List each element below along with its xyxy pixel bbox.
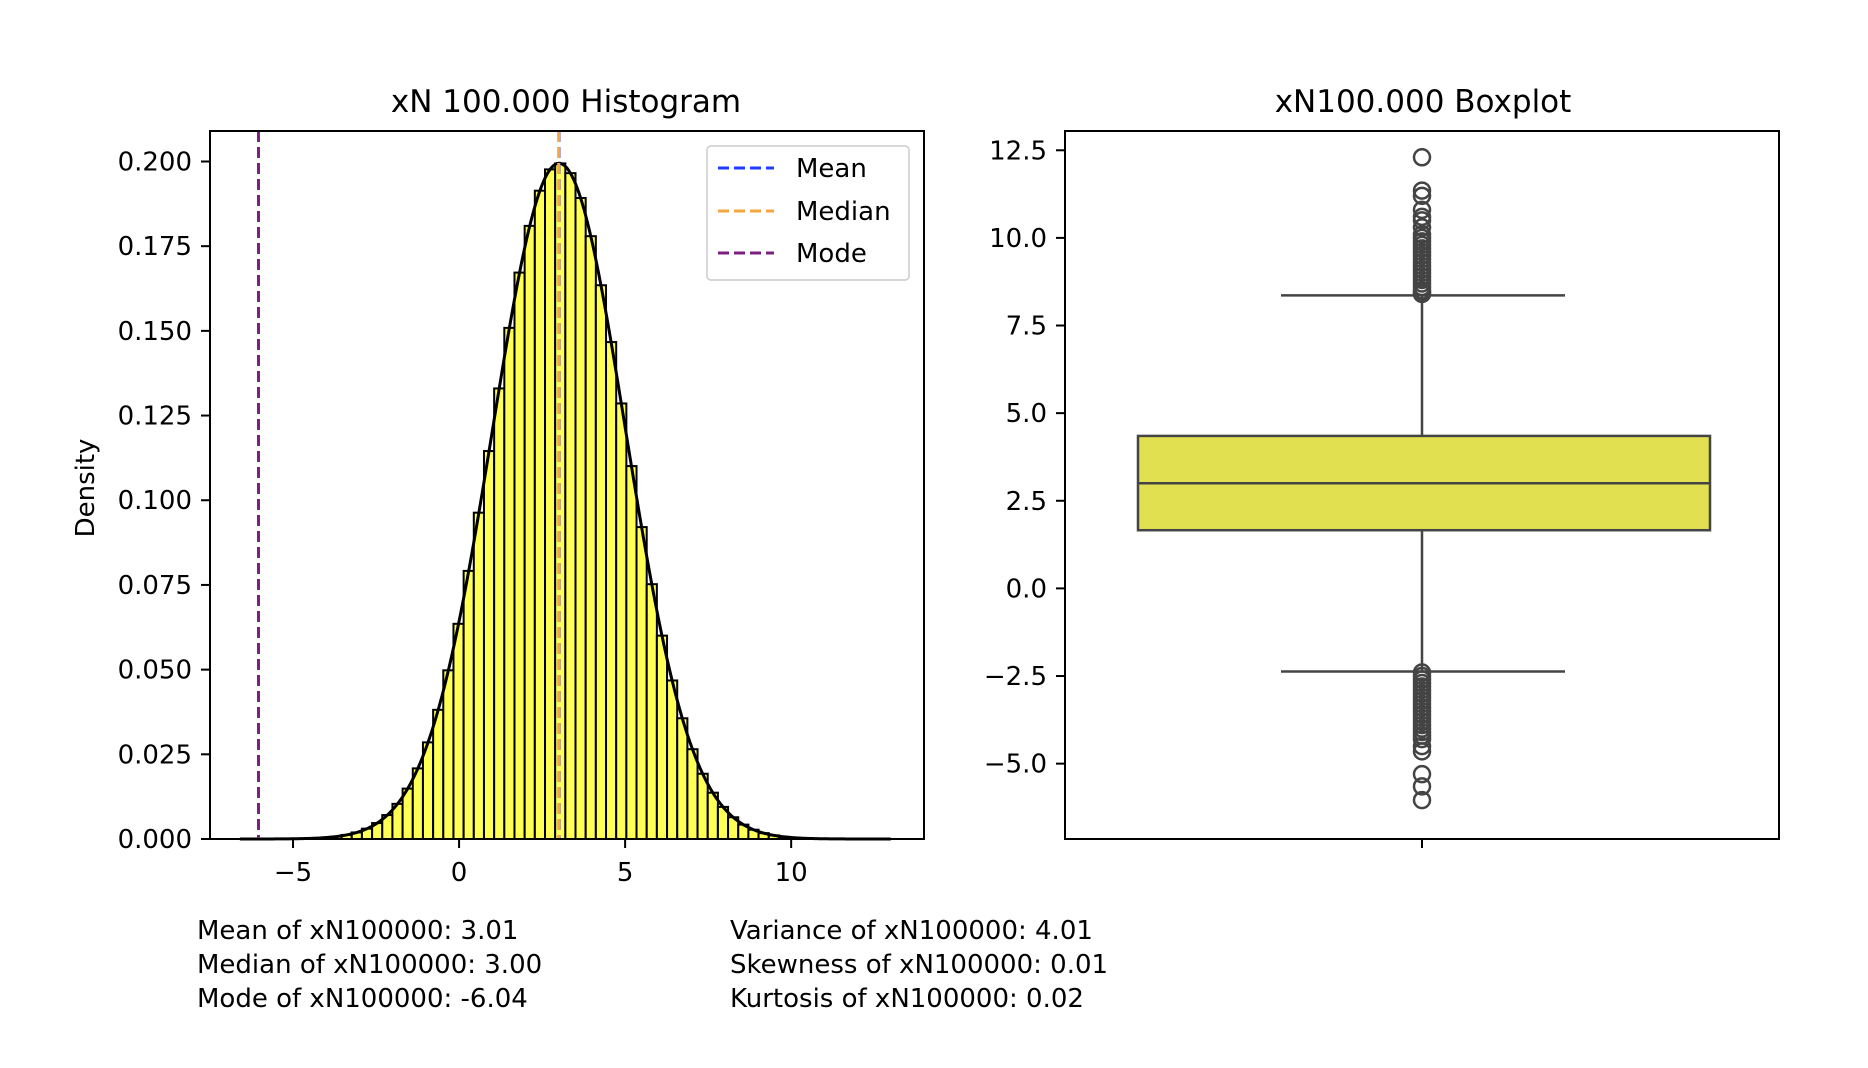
y-tick-label: 5.0: [1006, 399, 1047, 429]
outlier-point: [1412, 742, 1432, 761]
histogram-bar: [666, 679, 679, 841]
histogram-bar: [676, 717, 689, 841]
histogram-bar: [584, 235, 597, 841]
y-tick-label: 0.025: [118, 740, 192, 770]
y-tick-label: −2.5: [984, 662, 1047, 692]
histogram-bar: [625, 465, 638, 840]
histogram-bar: [594, 284, 608, 840]
y-tick-label: 2.5: [1006, 487, 1047, 517]
histogram-y-ticks: 0.000 0.025 0.050 0.075 0.100 0.125 0.150 0.175…: [118, 147, 210, 855]
stat-kurtosis: Kurtosis of xN100000: 0.02: [730, 984, 1084, 1014]
histogram-bar: [513, 271, 526, 840]
y-tick-label: 0.150: [118, 317, 192, 347]
outlier-point: [1412, 186, 1432, 206]
x-tick-label: 0: [451, 858, 468, 888]
histogram-bar: [482, 450, 496, 840]
histogram-bar: [452, 622, 465, 841]
histogram-panel: xN 100.000 Histogram Density −5 0 5 10 0.00…: [71, 84, 925, 888]
stat-skewness: Skewness of xN100000: 0.01: [730, 950, 1109, 980]
y-tick-label: 0.0: [1006, 574, 1047, 604]
outlier-point: [1412, 729, 1432, 749]
legend-median-label: Median: [796, 197, 891, 227]
histogram-bar: [686, 748, 699, 840]
boxplot-title: xN100.000 Boxplot: [1275, 84, 1572, 120]
x-tick-label: −5: [274, 858, 312, 888]
y-tick-label: 0.175: [118, 232, 192, 262]
boxplot-outliers: [1412, 148, 1432, 810]
boxplot-body: [1136, 294, 1712, 673]
y-tick-label: 12.5: [989, 136, 1047, 166]
outlier-point: [1412, 148, 1432, 167]
outlier-point: [1412, 218, 1432, 237]
x-tick-label: 10: [775, 858, 808, 888]
stat-mean: Mean of xN100000: 3.01: [197, 916, 519, 946]
stat-mode: Mode of xN100000: -6.04: [197, 984, 528, 1014]
density-curve-group: [239, 161, 891, 841]
y-tick-label: 0.125: [118, 402, 192, 432]
histogram-bar: [564, 172, 577, 840]
outlier-point: [1412, 181, 1432, 200]
histogram-bar: [462, 569, 475, 840]
histogram-bar: [543, 168, 557, 840]
histogram-bar: [493, 387, 506, 840]
outlier-point: [1412, 225, 1432, 244]
stat-variance: Variance of xN100000: 4.01: [730, 916, 1093, 946]
histogram-bar: [635, 526, 648, 840]
reference-lines: [256, 131, 561, 839]
outlier-point: [1412, 207, 1432, 227]
histogram-x-ticks: −5 0 5 10: [274, 839, 808, 888]
y-tick-label: 0.050: [118, 656, 192, 686]
histogram-title: xN 100.000 Histogram: [391, 84, 741, 120]
histogram-bar: [472, 511, 485, 841]
y-tick-label: 0.100: [118, 486, 192, 516]
histogram-bar: [442, 669, 455, 841]
histogram-bar: [523, 224, 536, 840]
outlier-point: [1412, 790, 1432, 810]
y-tick-label: 0.075: [118, 571, 192, 601]
histogram-bars: [238, 162, 892, 841]
boxplot-panel: xN100.000 Boxplot −5.0 −2.5 0.0 2.5 5.0 7.5 10…: [984, 84, 1780, 848]
outlier-point: [1412, 764, 1432, 784]
histogram-bar: [655, 634, 669, 840]
legend: Mean Median Mode: [706, 145, 910, 281]
legend-mean-label: Mean: [796, 154, 867, 184]
outlier-point: [1412, 200, 1432, 220]
y-tick-label: 7.5: [1006, 312, 1047, 342]
histogram-bar: [615, 402, 628, 840]
histogram-y-axis-label: Density: [71, 439, 101, 538]
legend-mode-label: Mode: [796, 239, 867, 269]
histogram-plot-area: [209, 130, 925, 840]
x-tick-label: 5: [617, 858, 634, 888]
stat-median: Median of xN100000: 3.00: [197, 950, 543, 980]
histogram-bar: [533, 189, 546, 840]
histogram-bar: [421, 741, 435, 841]
y-tick-label: 0.200: [118, 147, 192, 177]
outlier-point: [1412, 736, 1432, 756]
y-tick-label: 10.0: [989, 224, 1047, 254]
outlier-point: [1412, 777, 1432, 796]
histogram-bar: [503, 326, 516, 840]
histogram-bar: [605, 341, 618, 840]
boxplot-y-ticks: −5.0 −2.5 0.0 2.5 5.0 7.5 10.0 12.5: [984, 136, 1065, 780]
y-tick-label: 0.000: [118, 825, 192, 855]
legend-box: [706, 145, 910, 281]
histogram-bar: [432, 708, 445, 841]
density-curve: [239, 161, 891, 841]
histogram-bar: [574, 196, 587, 840]
y-tick-label: −5.0: [984, 750, 1047, 780]
histogram-bar: [645, 583, 658, 841]
